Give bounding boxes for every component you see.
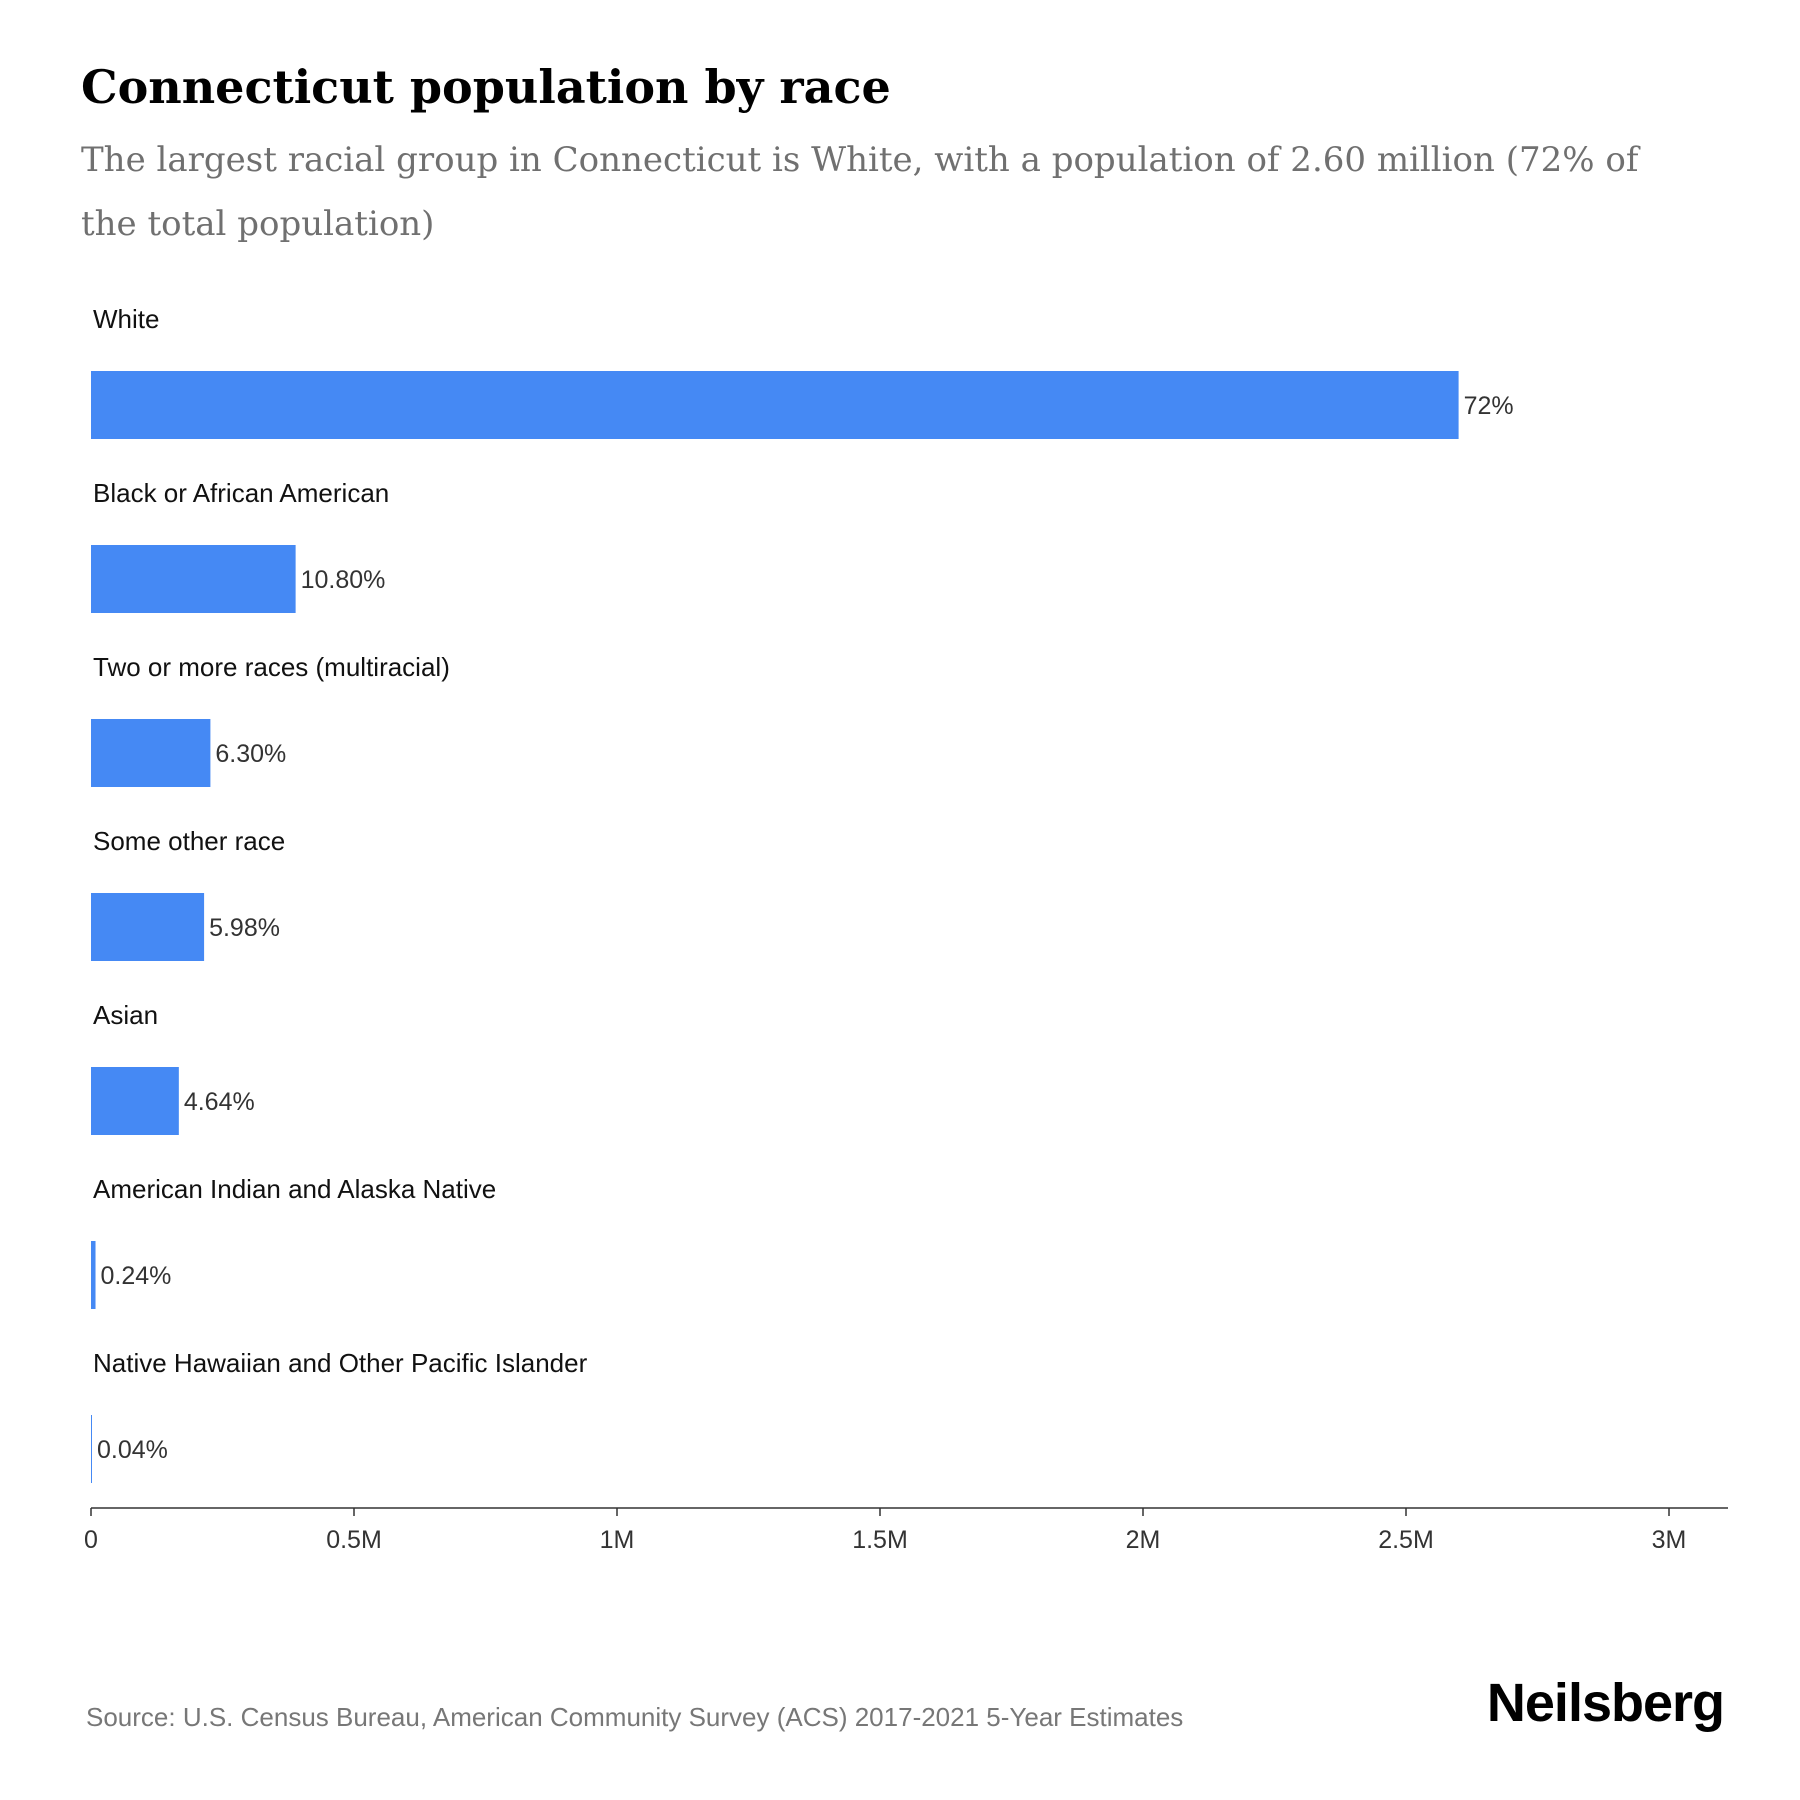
bar-chart: White 72% Black or African American 10.80% T… [84, 304, 1728, 1554]
x-tick-label-0: 0 [84, 1526, 98, 1554]
category-label-native-hawaiian-and-other-pacific-islander: Native Hawaiian and Other Pacific Island… [93, 1348, 588, 1378]
x-tick-label-1: 0.5M [326, 1526, 382, 1554]
bar-american-indian-and-alaska-native [91, 1241, 96, 1309]
chart-title: Connecticut population by race [81, 60, 891, 114]
x-tick-label-6: 3M [1652, 1526, 1687, 1554]
x-axis: 0 0.5M 1M 1.5M 2M 2.5M 3M [84, 1507, 1728, 1554]
category-label-some-other-race: Some other race [93, 826, 285, 856]
category-label-black-or-african-american: Black or African American [93, 478, 389, 508]
chart-subtitle: The largest racial group in Connecticut … [81, 140, 1639, 244]
value-label-some-other-race: 5.98% [209, 914, 280, 942]
category-label-white: White [93, 304, 159, 334]
source-note: Source: U.S. Census Bureau, American Com… [86, 1702, 1184, 1732]
category-label-american-indian-and-alaska-native: American Indian and Alaska Native [93, 1174, 496, 1204]
value-label-native-hawaiian-and-other-pacific-islander: 0.04% [97, 1436, 168, 1464]
x-tick-label-2: 1M [600, 1526, 635, 1554]
bar-black-or-african-american [91, 545, 296, 613]
x-tick-label-5: 2.5M [1378, 1526, 1434, 1554]
bar-native-hawaiian-and-other-pacific-islander [91, 1415, 92, 1483]
bars-layer: White 72% Black or African American 10.80% T… [91, 304, 1514, 1483]
category-label-asian: Asian [93, 1000, 158, 1030]
value-label-two-or-more-races-multiracial: 6.30% [215, 740, 286, 768]
bar-two-or-more-races-multiracial [91, 719, 211, 787]
x-tick-label-4: 2M [1126, 1526, 1161, 1554]
value-label-american-indian-and-alaska-native: 0.24% [101, 1262, 172, 1290]
brand-logo: Neilsberg [1486, 1673, 1725, 1733]
bar-some-other-race [91, 893, 205, 961]
bar-asian [91, 1067, 179, 1135]
value-label-asian: 4.64% [184, 1088, 255, 1116]
x-tick-label-3: 1.5M [852, 1526, 908, 1554]
bar-white [91, 371, 1459, 439]
category-label-two-or-more-races-multiracial: Two or more races (multiracial) [93, 652, 450, 682]
value-label-black-or-african-american: 10.80% [301, 566, 386, 594]
value-label-white: 72% [1464, 392, 1514, 420]
